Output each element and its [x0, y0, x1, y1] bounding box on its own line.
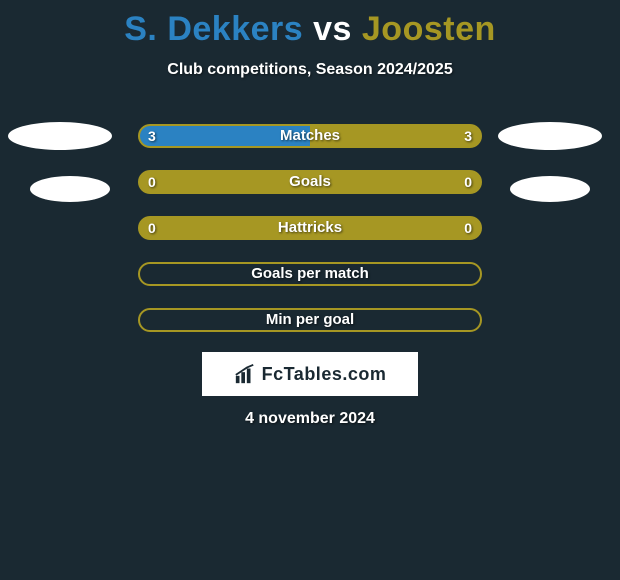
stat-row: Min per goal [0, 297, 620, 343]
stat-row: Goals per match [0, 251, 620, 297]
decorative-ellipse [8, 122, 112, 150]
stat-label: Goals [140, 172, 480, 192]
stat-label: Hattricks [140, 218, 480, 238]
decorative-ellipse [498, 122, 602, 150]
vs-separator: vs [313, 10, 352, 48]
stat-label: Matches [140, 126, 480, 146]
player-b-name: Joosten [362, 10, 496, 48]
stat-label: Min per goal [140, 310, 480, 330]
subtitle: Club competitions, Season 2024/2025 [0, 61, 620, 79]
decorative-ellipse [30, 176, 110, 202]
date-text: 4 november 2024 [0, 410, 620, 428]
stat-label: Goals per match [140, 264, 480, 284]
stat-bar-track: 00Goals [138, 170, 482, 194]
page-title: S. Dekkers vs Joosten [0, 0, 620, 49]
brand-text: FcTables.com [262, 364, 387, 385]
stat-bar-track: Goals per match [138, 262, 482, 286]
stat-row: 00Hattricks [0, 205, 620, 251]
stat-bar-track: Min per goal [138, 308, 482, 332]
bar-chart-icon [234, 363, 256, 385]
brand-logo: FcTables.com [202, 352, 418, 396]
decorative-ellipse [510, 176, 590, 202]
stat-bar-track: 33Matches [138, 124, 482, 148]
player-a-name: S. Dekkers [124, 10, 303, 48]
stat-bar-track: 00Hattricks [138, 216, 482, 240]
